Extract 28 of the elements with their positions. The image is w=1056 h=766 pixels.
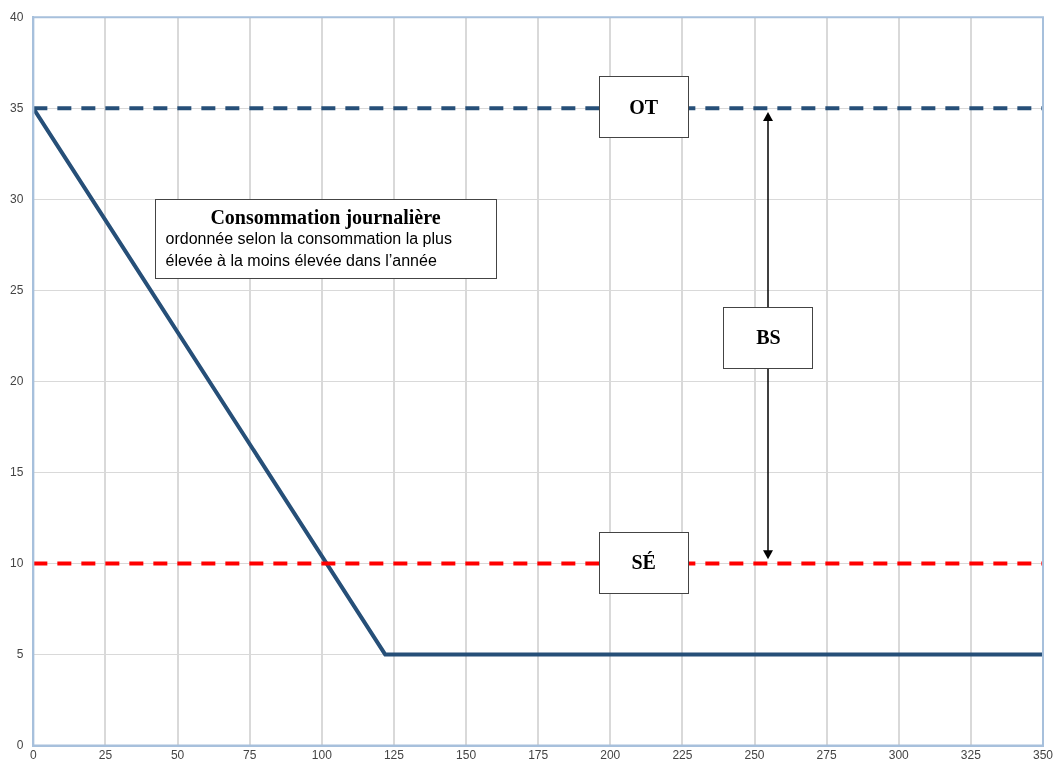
y-tick-label: 25 [9,282,24,297]
x-tick-label: 75 [243,748,257,763]
annotation: Consommation journalière ordonnée selon la consommation la plus élevée à la moins élevée dans l’année [165,206,453,272]
x-tick-label: 125 [383,748,405,763]
y-tick-label: 35 [9,100,24,115]
label-frame: BS [723,306,814,369]
x-tick-label: 325 [960,748,982,763]
x-tick-label: 200 [600,748,621,763]
x-tick-label: 50 [170,748,185,763]
x-tick-label: 300 [888,748,910,763]
x-tick-label: 100 [311,748,333,763]
y-tick-label: 5 [16,646,24,661]
y-tick-label: 40 [9,9,24,24]
x-tick-label: 175 [528,748,549,763]
y-tick-label: 15 [9,464,24,479]
y-tick-label: 10 [9,555,24,570]
x-tick-label: 0 [30,748,37,763]
x-tick-label: 225 [672,748,693,763]
y-tick-label: 30 [9,191,24,206]
label-frame: SÉ [598,531,689,594]
x-tick-label: 250 [744,748,765,763]
x-tick-label: 275 [816,748,837,763]
y-tick-label: 20 [9,373,24,388]
x-tick-label: 350 [1032,748,1054,763]
label-frame: OT [598,76,689,139]
y-tick-label: 0 [16,737,24,752]
x-tick-label: 150 [456,748,477,763]
x-tick-label: 25 [98,748,113,763]
